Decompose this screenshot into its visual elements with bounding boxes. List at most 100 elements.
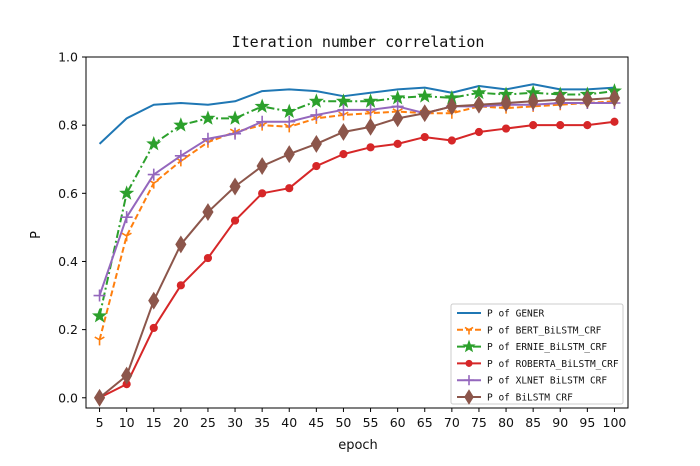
data-point xyxy=(610,117,619,126)
data-point xyxy=(310,108,323,121)
data-point xyxy=(393,139,402,148)
y-tick-label: 0.0 xyxy=(58,390,78,405)
data-point xyxy=(608,88,621,107)
data-point xyxy=(283,145,295,164)
legend-entry: P of BERT_BiLSTM_CRF xyxy=(457,325,602,336)
legend-label: P of ROBERTA_BiLSTM_CRF xyxy=(487,359,619,370)
legend-box xyxy=(450,303,624,405)
data-point xyxy=(500,94,512,112)
data-point xyxy=(420,132,429,142)
legend-label: P of BERT_BiLSTM_CRF xyxy=(487,325,602,336)
data-point xyxy=(446,97,458,116)
series-6 xyxy=(93,88,621,407)
legend-marker xyxy=(463,375,475,386)
data-point xyxy=(337,103,350,116)
data-point xyxy=(121,366,133,385)
data-point xyxy=(256,115,269,128)
legend-entry: P of ERNIE_BiLSTM_CRF xyxy=(457,339,607,353)
series-line xyxy=(99,120,615,399)
data-point xyxy=(148,291,160,310)
x-tick-label: 30 xyxy=(227,415,243,430)
data-point xyxy=(447,136,456,145)
legend-marker xyxy=(462,339,476,353)
x-tick-label: 15 xyxy=(146,415,162,430)
x-tick-label: 70 xyxy=(444,415,460,430)
legend-entry: P of GENER xyxy=(457,309,544,320)
data-point xyxy=(149,323,158,333)
data-point xyxy=(254,98,270,113)
data-point xyxy=(202,203,214,221)
legend-marker xyxy=(465,359,473,367)
x-tick-label: 40 xyxy=(281,415,297,430)
data-point xyxy=(200,110,216,125)
data-point xyxy=(256,157,268,175)
y-tick-label: 0.6 xyxy=(58,186,78,201)
data-point xyxy=(473,95,485,114)
x-tick-label: 25 xyxy=(200,415,216,430)
x-axis: 5 10 15 20 25 30 35 40 45 50 55 60 65 70 75 80 85 90 95 100 xyxy=(96,408,627,430)
x-tick-label: 65 xyxy=(417,415,433,430)
data-point xyxy=(94,336,105,346)
data-point xyxy=(392,109,404,128)
data-point xyxy=(230,216,240,225)
data-point xyxy=(146,135,162,151)
x-tick-label: 80 xyxy=(498,415,514,430)
data-point xyxy=(120,211,133,224)
data-point xyxy=(364,117,377,136)
data-point xyxy=(203,253,213,263)
data-point xyxy=(283,115,296,128)
data-point xyxy=(229,127,242,140)
plot-area xyxy=(85,56,629,409)
data-point xyxy=(337,123,350,141)
x-tick-label: 95 xyxy=(579,415,595,430)
data-point xyxy=(227,110,243,125)
data-point xyxy=(501,124,511,133)
legend-marker xyxy=(464,326,474,335)
data-point xyxy=(281,103,297,118)
data-point xyxy=(366,143,375,152)
x-tick-label: 35 xyxy=(254,415,270,430)
series-line xyxy=(98,83,615,145)
data-point xyxy=(176,281,185,290)
data-point xyxy=(581,90,593,109)
data-point xyxy=(93,388,106,407)
x-tick-label: 100 xyxy=(603,415,627,430)
legend-label: P of GENER xyxy=(487,309,544,320)
legend-entry: P of BiLSTM CRF xyxy=(457,389,573,405)
x-tick-label: 60 xyxy=(390,415,406,430)
data-point xyxy=(339,150,348,159)
legend-entry: P of XLNET BiLSTM CRF xyxy=(457,375,607,387)
series-3 xyxy=(91,83,623,323)
data-point xyxy=(175,235,187,254)
data-point xyxy=(201,132,214,145)
x-tick-label: 20 xyxy=(173,415,189,430)
legend-label: P of XLNET BiLSTM CRF xyxy=(487,376,607,387)
data-point xyxy=(364,103,377,116)
y-axis: 0.0 0.2 0.4 0.6 0.8 1.0 xyxy=(58,50,86,405)
data-point xyxy=(417,88,433,103)
plot-frame xyxy=(85,56,629,409)
y-tick-label: 0.4 xyxy=(58,254,78,269)
data-point xyxy=(529,121,538,130)
x-axis-label: epoch xyxy=(338,438,378,453)
data-point xyxy=(312,161,321,171)
data-point xyxy=(93,289,106,302)
x-tick-label: 5 xyxy=(96,415,104,430)
x-tick-label: 55 xyxy=(363,415,379,430)
data-point xyxy=(173,117,189,132)
data-point xyxy=(419,104,431,123)
x-tick-label: 45 xyxy=(308,415,324,430)
y-tick-label: 1.0 xyxy=(58,50,78,65)
legend-label: P of ERNIE_BiLSTM_CRF xyxy=(487,342,607,353)
data-point xyxy=(527,92,539,111)
chart-title: Iteration number correlation xyxy=(232,33,485,51)
x-tick-label: 75 xyxy=(471,415,487,430)
data-point xyxy=(91,308,108,323)
legend: P of GENER P of BERT_BiLSTM_CRF P of ERNIE… xyxy=(450,303,624,405)
data-point xyxy=(310,134,322,153)
data-point xyxy=(229,177,241,196)
data-point xyxy=(474,127,484,137)
x-tick-label: 90 xyxy=(552,415,568,430)
data-point xyxy=(583,121,592,130)
